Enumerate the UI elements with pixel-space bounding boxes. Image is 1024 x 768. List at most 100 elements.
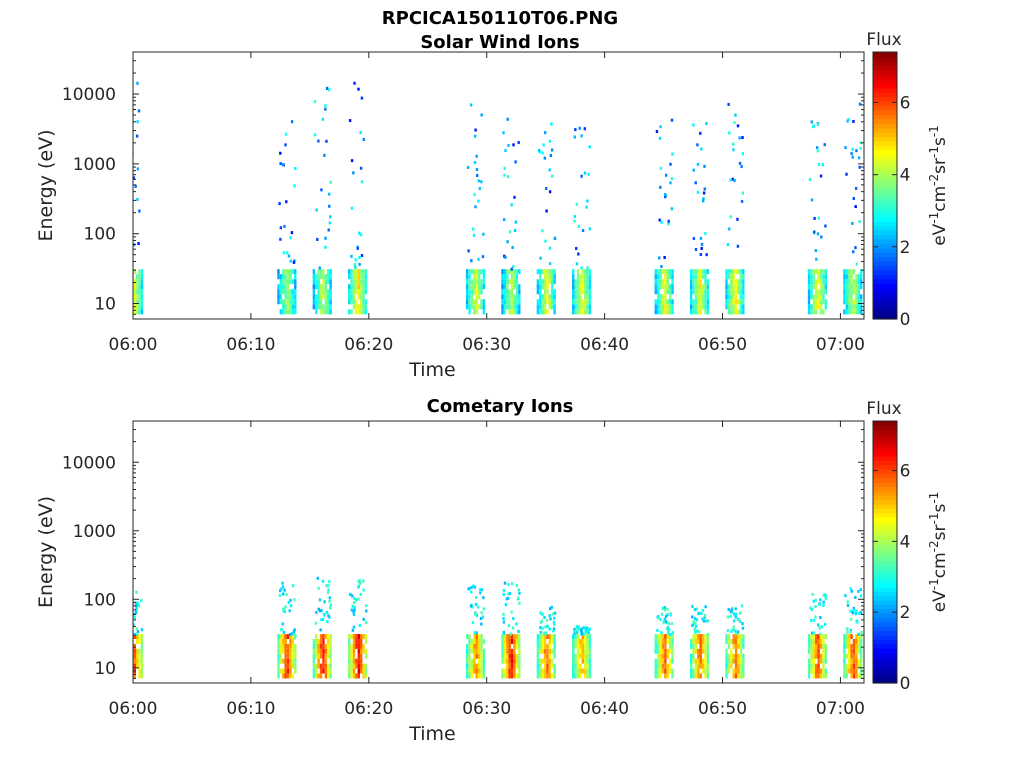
heatmap-cell: [364, 279, 368, 285]
heatmap-cell: [289, 269, 292, 275]
heatmap-cell: [328, 221, 332, 225]
heatmap-cell: [734, 653, 738, 659]
heatmap-cell: [699, 299, 702, 305]
heatmap-cell: [126, 304, 128, 309]
heatmap-cell: [136, 630, 140, 634]
heatmap-cell: [364, 309, 368, 315]
heatmap-cell: [352, 673, 356, 679]
heatmap-cell: [350, 279, 353, 285]
heatmap-cell: [850, 643, 853, 649]
heatmap-cell: [579, 274, 582, 280]
heatmap-cell: [699, 131, 702, 135]
heatmap-cell: [475, 648, 478, 654]
heatmap-cell: [704, 643, 707, 649]
heatmap-cell: [546, 284, 549, 290]
heatmap-cell: [506, 663, 509, 669]
heatmap-cell: [541, 634, 544, 640]
heatmap-cell: [312, 673, 316, 679]
heatmap-cell: [731, 177, 734, 181]
x-tick-label: 06:30: [462, 335, 511, 355]
heatmap-cell: [727, 668, 731, 674]
heatmap-cell: [737, 309, 740, 315]
heatmap-cell: [543, 274, 547, 280]
heatmap-cell: [282, 309, 285, 315]
heatmap-cell: [510, 269, 514, 275]
heatmap-cell: [663, 192, 667, 196]
heatmap-cell: [857, 156, 861, 160]
heatmap-cell: [317, 299, 320, 305]
heatmap-cell: [291, 658, 295, 664]
heatmap-cell: [664, 304, 667, 310]
heatmap-cell: [734, 668, 738, 674]
heatmap-cell: [699, 643, 702, 649]
heatmap-cell: [536, 673, 540, 679]
heatmap-cell: [294, 648, 297, 654]
heatmap-cell: [315, 274, 318, 280]
heatmap-cell: [548, 634, 552, 640]
heatmap-cell: [129, 279, 131, 284]
heatmap-cell: [855, 274, 858, 280]
heatmap-cell: [580, 627, 583, 631]
heatmap-cell: [581, 639, 585, 644]
heatmap-cell: [845, 299, 849, 305]
heatmap-cell: [548, 190, 552, 194]
heatmap-cell: [284, 643, 287, 649]
heatmap-cell: [737, 299, 740, 305]
heatmap-cell: [320, 609, 323, 613]
heatmap-cell: [291, 634, 295, 640]
heatmap-cell: [666, 653, 669, 659]
heatmap-cell: [510, 639, 514, 644]
heatmap-cell: [513, 274, 516, 280]
heatmap-cell: [327, 294, 330, 300]
heatmap-cell: [133, 658, 136, 664]
heatmap-cell: [845, 653, 849, 659]
heatmap-cell: [551, 612, 555, 616]
heatmap-cell: [312, 294, 316, 300]
heatmap-cell: [819, 304, 823, 310]
heatmap-cell: [694, 663, 698, 669]
heatmap-cell: [136, 197, 139, 201]
heatmap-cell: [576, 648, 580, 654]
heatmap-cell: [355, 598, 358, 602]
heatmap-cell: [584, 648, 587, 654]
heatmap-cell: [324, 289, 328, 295]
heatmap-cell: [574, 668, 577, 674]
heatmap-cell: [124, 284, 126, 289]
heatmap-cell: [823, 622, 827, 626]
heatmap-cell: [553, 653, 556, 659]
heatmap-cell: [843, 274, 846, 280]
heatmap-cell: [518, 668, 521, 674]
heatmap-cell: [284, 132, 288, 136]
heatmap-cell: [812, 643, 816, 649]
heatmap-cell: [511, 245, 514, 249]
heatmap-cell: [475, 289, 478, 295]
heatmap-cell: [294, 304, 297, 310]
heatmap-cell: [280, 627, 284, 631]
heatmap-cell: [291, 639, 295, 644]
heatmap-cell: [129, 634, 131, 639]
heatmap-cell: [546, 624, 549, 628]
heatmap-cell: [541, 284, 544, 290]
heatmap-cell: [671, 279, 674, 285]
heatmap-cell: [656, 658, 660, 664]
heatmap-cell: [809, 606, 812, 610]
heatmap-cell: [824, 279, 828, 285]
heatmap-cell: [326, 620, 329, 624]
heatmap-cell: [548, 663, 552, 669]
heatmap-cell: [692, 168, 695, 172]
heatmap-cell: [293, 259, 296, 263]
heatmap-cell: [551, 269, 554, 275]
heatmap-cell: [539, 611, 543, 615]
heatmap-cell: [323, 600, 326, 604]
heatmap-cell: [575, 631, 579, 635]
heatmap-cell: [480, 648, 483, 654]
heatmap-cell: [854, 612, 857, 616]
heatmap-cell: [133, 299, 136, 305]
heatmap-cell: [857, 274, 861, 280]
heatmap-cell: [727, 274, 731, 280]
heatmap-cell: [548, 614, 551, 618]
heatmap-cell: [289, 274, 292, 280]
heatmap-cell: [658, 136, 662, 140]
heatmap-cell: [729, 610, 733, 614]
heatmap-cell: [671, 304, 674, 310]
